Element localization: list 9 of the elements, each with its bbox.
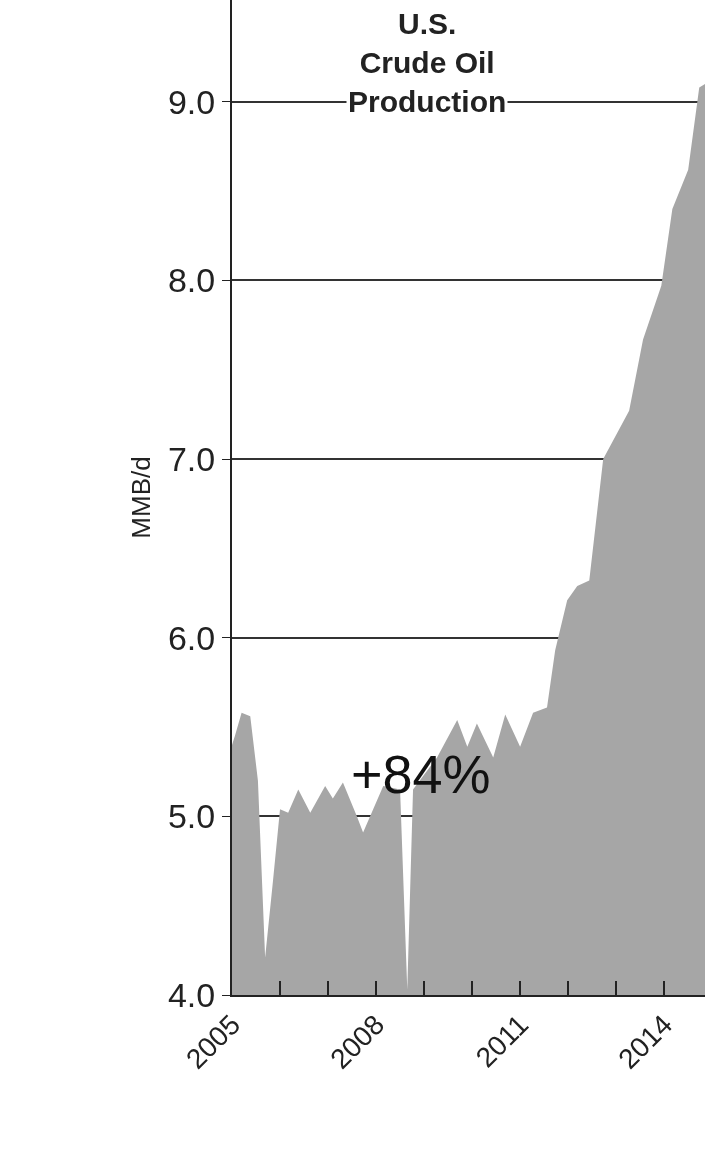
annotation: +84% — [351, 744, 491, 804]
y-tick-label: 9.0 — [167, 82, 216, 121]
y-tick-label: 5.0 — [167, 797, 216, 836]
y-tick-label: 8.0 — [167, 261, 216, 300]
y-tick-label: 6.0 — [167, 618, 216, 657]
y-tick-label: 4.0 — [167, 975, 216, 1014]
y-axis-title: MMB/d — [125, 456, 156, 539]
y-tick-label: 7.0 — [167, 439, 216, 478]
text: U.S. Crude Oil Production — [348, 7, 507, 118]
